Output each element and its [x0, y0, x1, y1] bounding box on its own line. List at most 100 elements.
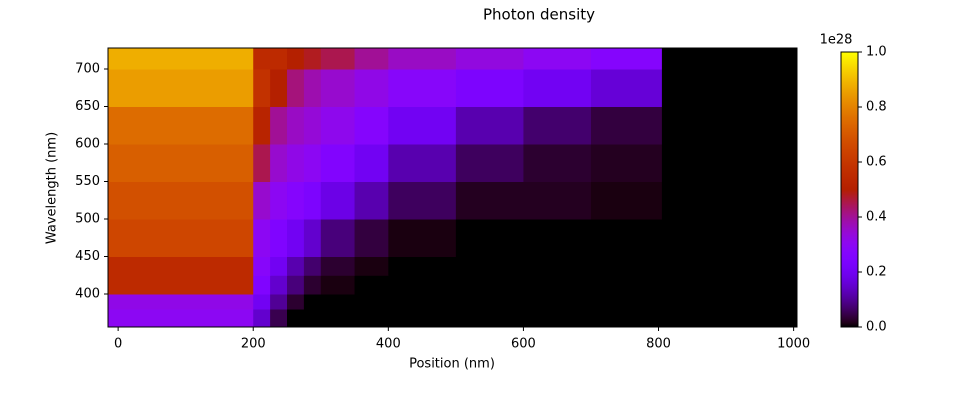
- y-tick-label: 550: [75, 174, 100, 189]
- x-tick-label: 400: [376, 337, 401, 352]
- heatmap-cell: [388, 106, 457, 145]
- x-tick-label: 0: [114, 337, 122, 352]
- heatmap-cell: [270, 69, 288, 107]
- colorbar: [840, 51, 859, 328]
- heatmap-cell: [270, 106, 288, 145]
- heatmap-cell: [590, 294, 663, 310]
- heatmap-cell: [270, 294, 288, 310]
- heatmap-cell: [287, 275, 305, 295]
- heatmap-cell: [661, 48, 798, 70]
- heatmap-cell: [108, 106, 254, 145]
- heatmap-cell: [523, 309, 592, 328]
- x-axis-label: Position (nm): [409, 357, 495, 372]
- heatmap-cell: [253, 309, 271, 328]
- heatmap-cell: [303, 309, 322, 328]
- heatmap-cell: [388, 256, 457, 276]
- heatmap-cell: [270, 309, 288, 328]
- heatmap-cell: [108, 144, 254, 182]
- heatmap-cell: [590, 256, 663, 276]
- heatmap-cell: [354, 275, 389, 295]
- heatmap-cell: [523, 144, 592, 182]
- heatmap-cell: [320, 106, 356, 145]
- colorbar-tick-label: 0.6: [866, 155, 887, 170]
- heatmap-cell: [108, 181, 254, 220]
- heatmap-cell: [253, 256, 271, 276]
- heatmap-cell: [287, 69, 305, 107]
- heatmap-cell: [287, 219, 305, 257]
- heatmap-cell: [590, 309, 663, 328]
- heatmap-cell: [303, 69, 322, 107]
- heatmap-cell: [388, 48, 457, 70]
- heatmap-cell: [270, 181, 288, 220]
- heatmap-cell: [320, 275, 356, 295]
- heatmap-cell: [320, 48, 356, 70]
- heatmap-cell: [354, 309, 389, 328]
- heatmap-cell: [388, 69, 457, 107]
- heatmap-cell: [108, 275, 254, 295]
- heatmap-cell: [661, 309, 798, 328]
- heatmap-cell: [354, 294, 389, 310]
- colorbar-tick-label: 0.0: [866, 320, 887, 335]
- x-tick-label: 200: [241, 337, 266, 352]
- heatmap-cell: [455, 256, 524, 276]
- heatmap-cell: [661, 256, 798, 276]
- heatmap-cell: [253, 181, 271, 220]
- heatmap-cell: [303, 106, 322, 145]
- heatmap-cell: [270, 275, 288, 295]
- y-axis-label: Wavelength (nm): [45, 132, 60, 244]
- heatmap-cell: [303, 144, 322, 182]
- colorbar-tick-label: 0.2: [866, 265, 887, 280]
- heatmap-cell: [661, 181, 798, 220]
- heatmap-cell: [253, 48, 271, 70]
- y-tick-label: 400: [75, 287, 100, 302]
- x-tick-label: 600: [511, 337, 536, 352]
- heatmap-cell: [303, 275, 322, 295]
- heatmap-cell: [270, 144, 288, 182]
- heatmap-cell: [287, 256, 305, 276]
- heatmap-cell: [303, 181, 322, 220]
- heatmap-cell: [590, 144, 663, 182]
- heatmap-cell: [320, 256, 356, 276]
- heatmap-cell: [455, 106, 524, 145]
- colorbar-tick-label: 0.4: [866, 210, 887, 225]
- colorbar-tick-label: 1.0: [866, 45, 887, 60]
- heatmap-cell: [661, 144, 798, 182]
- heatmap-cell: [455, 144, 524, 182]
- heatmap-cell: [590, 219, 663, 257]
- heatmap-cell: [253, 219, 271, 257]
- heatmap-cell: [270, 48, 288, 70]
- heatmap-cell: [661, 69, 798, 107]
- heatmap-cell: [388, 181, 457, 220]
- heatmap-cell: [108, 256, 254, 276]
- heatmap-cell: [388, 309, 457, 328]
- heatmap-cell: [455, 275, 524, 295]
- heatmap-cell: [320, 219, 356, 257]
- heatmap-cell: [253, 275, 271, 295]
- heatmap-cell: [253, 106, 271, 145]
- heatmap-cell: [455, 294, 524, 310]
- heatmap-cell: [388, 144, 457, 182]
- heatmap-cell: [287, 106, 305, 145]
- heatmap-cell: [354, 69, 389, 107]
- heatmap-cell: [388, 219, 457, 257]
- heatmap-cell: [303, 48, 322, 70]
- heatmap-cell: [455, 181, 524, 220]
- heatmap-cell: [661, 106, 798, 145]
- heatmap-cell: [388, 275, 457, 295]
- colorbar-tick-label: 0.8: [866, 100, 887, 115]
- x-tick-label: 1000: [777, 337, 810, 352]
- heatmap-cell: [354, 48, 389, 70]
- x-tick-label: 800: [646, 337, 671, 352]
- heatmap-cell: [108, 48, 254, 70]
- y-tick-label: 650: [75, 99, 100, 114]
- heatmap-cell: [523, 294, 592, 310]
- heatmap-cell: [253, 144, 271, 182]
- heatmap-cell: [354, 106, 389, 145]
- heatmap-cell: [287, 294, 305, 310]
- heatmap-cell: [108, 294, 254, 310]
- heatmap-cell: [354, 256, 389, 276]
- heatmap-cell: [303, 294, 322, 310]
- heatmap-cell: [661, 275, 798, 295]
- heatmap-cell: [287, 309, 305, 328]
- heatmap-cell: [523, 48, 592, 70]
